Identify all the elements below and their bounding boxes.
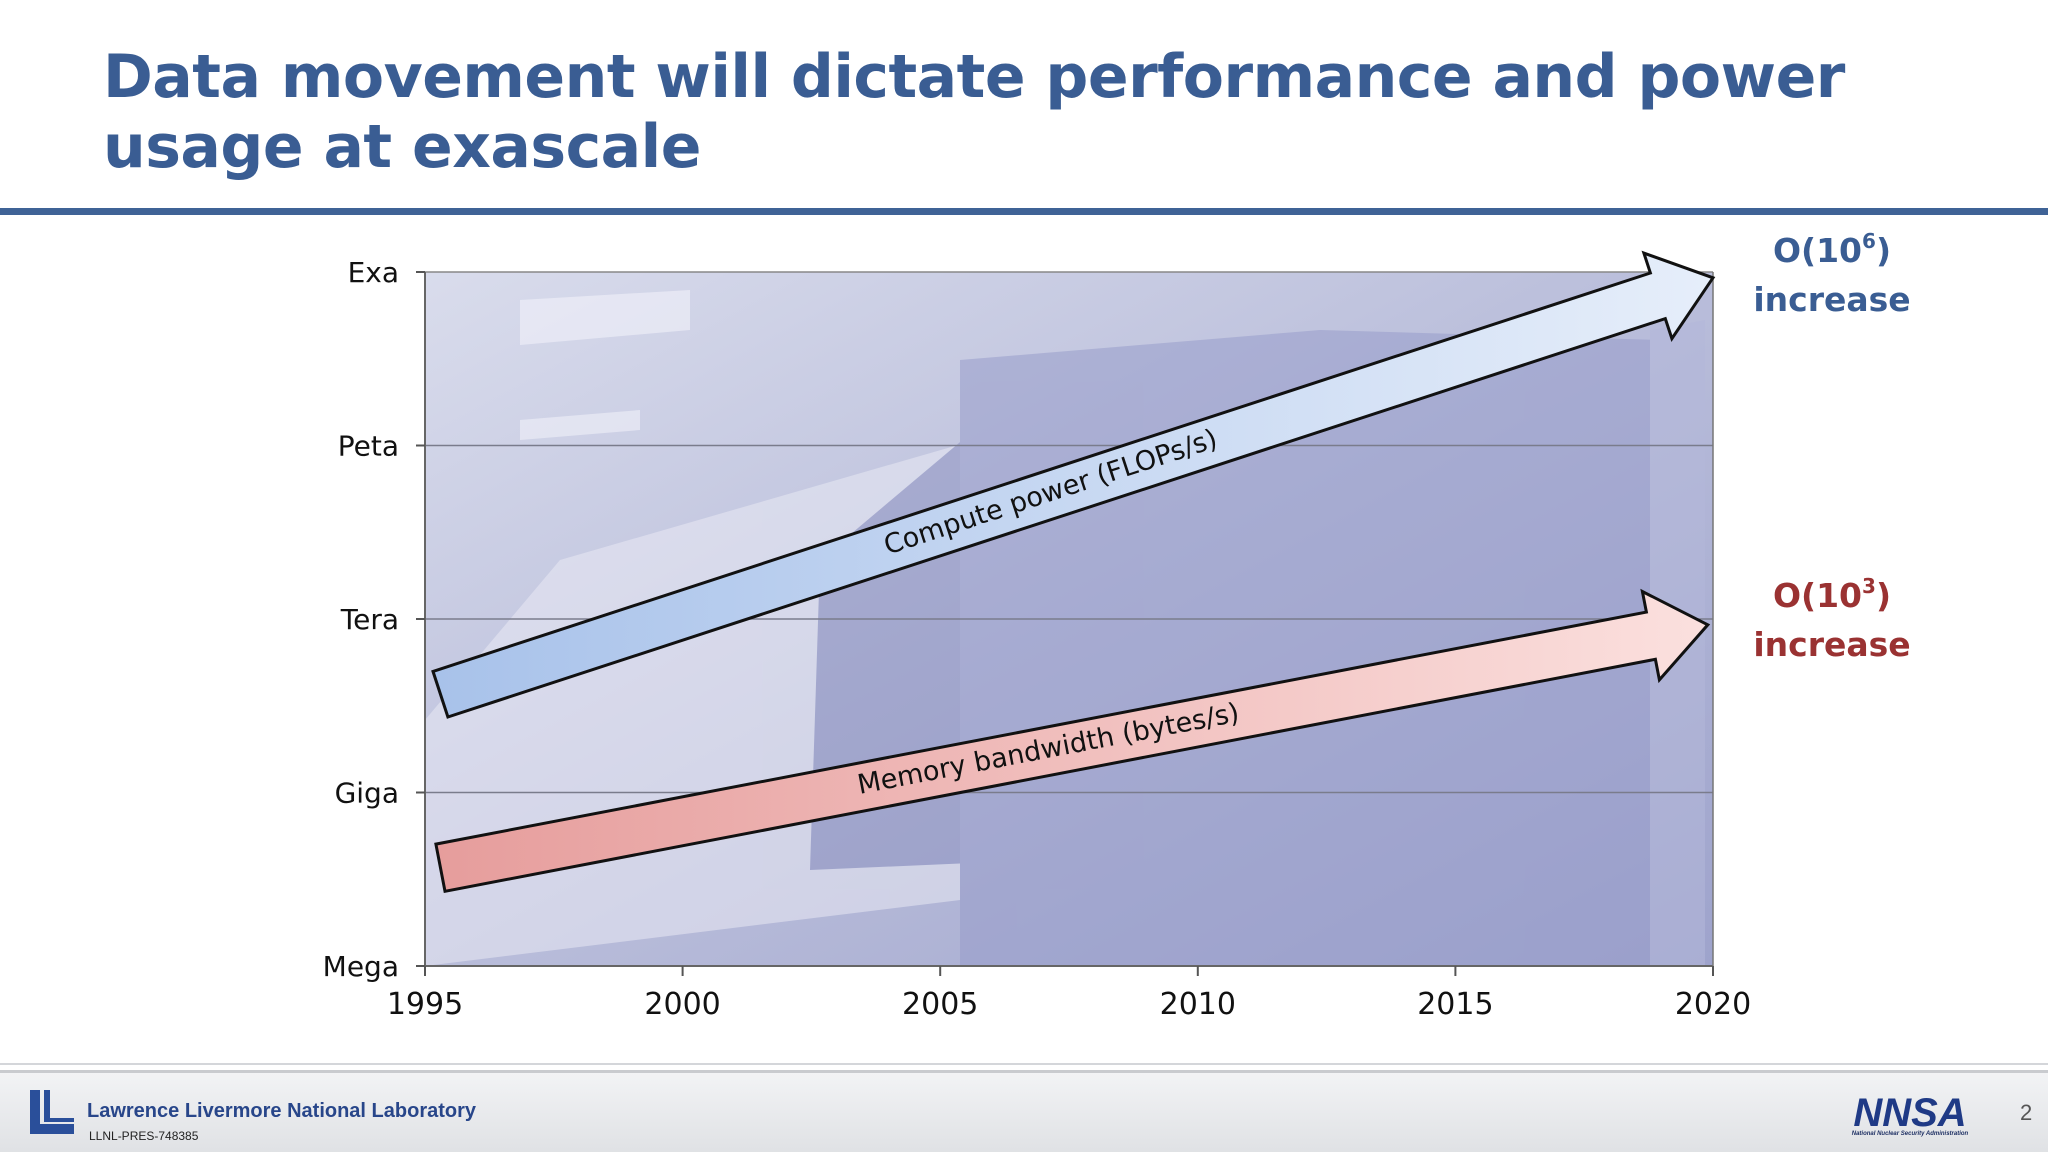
llnl-logo-icon	[30, 1090, 74, 1134]
memory-growth-word: increase	[1753, 625, 1910, 664]
memory-growth-exponent: 3	[1862, 574, 1876, 598]
nnsa-subtitle: National Nuclear Security Administration	[1851, 1131, 1969, 1137]
x-tick-label-2015: 2015	[1417, 987, 1493, 1022]
y-tick-label-giga: Giga	[335, 777, 399, 810]
footer-divider	[0, 1063, 2048, 1065]
lab-name: Lawrence Livermore National Laboratory	[87, 1100, 477, 1122]
nnsa-logo: NNSA	[1853, 1091, 1966, 1135]
footer	[0, 1070, 2048, 1152]
x-tick-label-2005: 2005	[902, 987, 978, 1022]
title-divider	[0, 208, 2048, 215]
compute-growth-annotation: O(106) increase	[1753, 229, 1910, 319]
y-tick-label-exa: Exa	[348, 256, 399, 289]
memory-growth-suffix: )	[1876, 576, 1891, 615]
compute-power-arrow	[431, 250, 1716, 719]
x-tick-label-2020: 2020	[1675, 987, 1751, 1022]
page-number: 2	[2020, 1100, 2033, 1125]
svg-text:O(103): O(103)	[1773, 574, 1891, 615]
memory-bandwidth-arrow	[434, 588, 1711, 894]
y-ticks: Mega Giga Tera Peta Exa	[323, 256, 425, 983]
x-tick-label-2010: 2010	[1160, 987, 1236, 1022]
x-tick-label-2000: 2000	[644, 987, 720, 1022]
y-tick-label-tera: Tera	[340, 603, 399, 636]
svg-text:O(106): O(106)	[1773, 229, 1891, 270]
compute-growth-suffix: )	[1876, 231, 1891, 270]
slide-title: Data movement will dictate performance a…	[103, 42, 1845, 182]
memory-growth-annotation: O(103) increase	[1753, 574, 1910, 664]
nnsa-logo-text: NNSA	[1853, 1091, 1966, 1135]
x-tick-label-1995: 1995	[387, 987, 463, 1022]
compute-growth-exponent: 6	[1862, 229, 1876, 253]
y-tick-label-mega: Mega	[323, 950, 399, 983]
x-ticks: 1995 2000 2005 2010 2015 2020	[387, 966, 1751, 1022]
y-tick-label-peta: Peta	[338, 430, 399, 463]
lab-code: LLNL-PRES-748385	[89, 1129, 199, 1143]
compute-growth-word: increase	[1753, 280, 1910, 319]
memory-growth-prefix: O(10	[1773, 576, 1862, 615]
compute-growth-prefix: O(10	[1773, 231, 1862, 270]
